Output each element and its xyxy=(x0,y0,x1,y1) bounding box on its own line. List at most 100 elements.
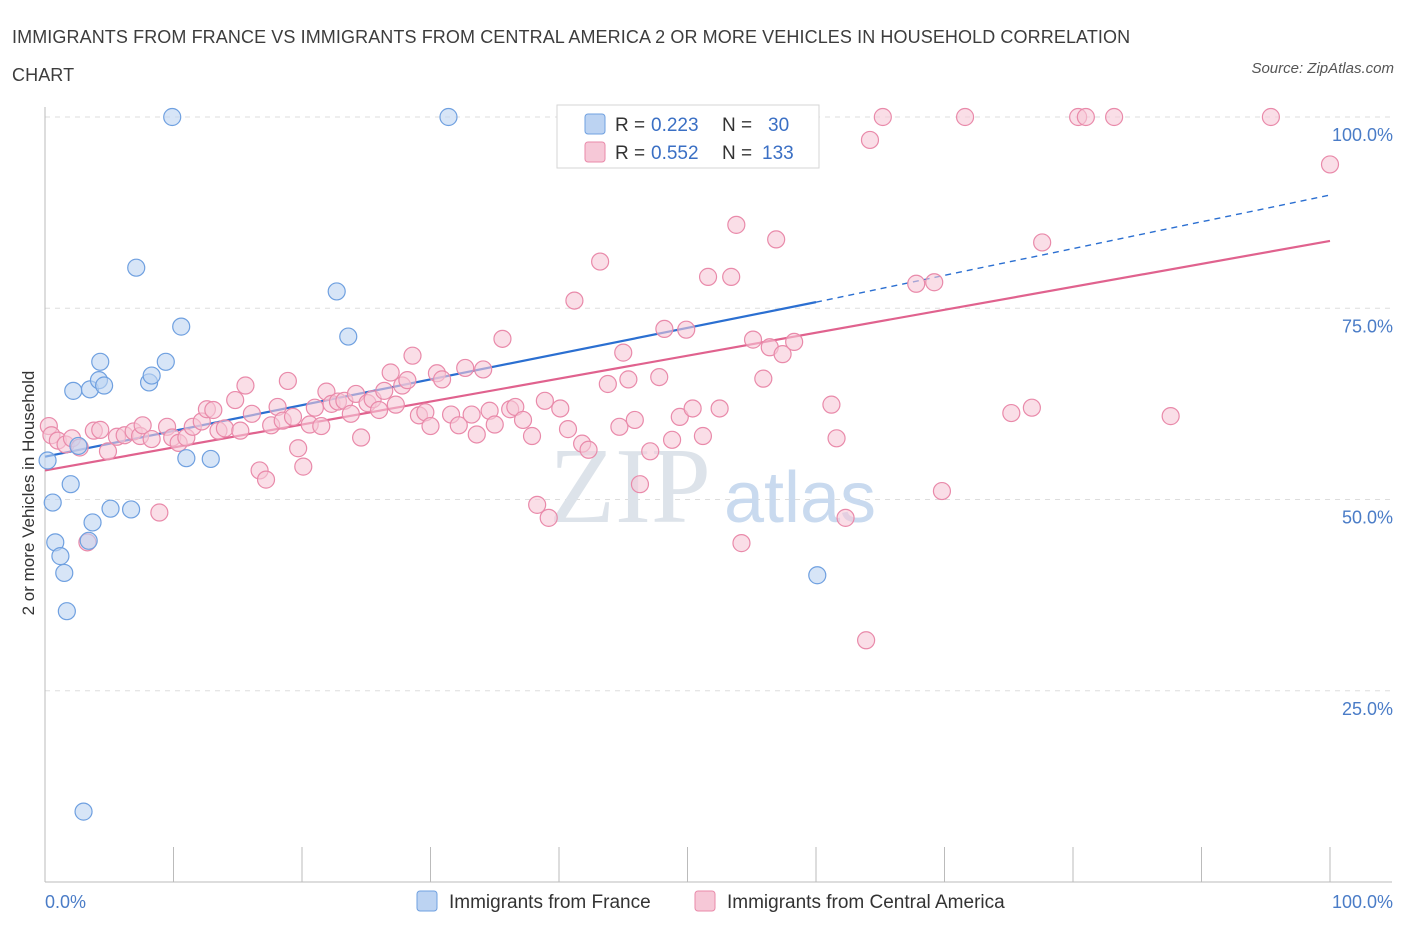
central-america-point xyxy=(294,457,313,476)
legend-swatch-central xyxy=(584,141,606,163)
central-america-point xyxy=(1105,107,1124,127)
legend-r-value-france: 0.223 xyxy=(651,115,699,136)
central-america-point xyxy=(150,503,169,522)
central-america-point xyxy=(732,534,751,553)
x-tick-label-min: 0.0% xyxy=(45,892,86,912)
central-america-point xyxy=(630,475,650,494)
central-america-point xyxy=(449,416,468,435)
central-america-point xyxy=(513,410,533,430)
central-america-point xyxy=(698,267,718,286)
france-point xyxy=(339,327,358,346)
central-america-point xyxy=(710,399,729,418)
central-america-point xyxy=(278,371,297,391)
central-america-point xyxy=(204,400,223,420)
france-point xyxy=(163,107,182,127)
central-america-point xyxy=(352,428,371,447)
central-america-point xyxy=(683,399,702,418)
central-america-point xyxy=(289,439,308,458)
central-america-point xyxy=(873,107,892,127)
bottom-legend-swatch-france xyxy=(416,890,438,912)
france-point xyxy=(43,493,62,512)
central-america-point xyxy=(857,631,876,650)
legend-n-label-france: N = xyxy=(722,115,752,136)
france-point xyxy=(808,566,827,585)
central-america-point xyxy=(421,416,440,436)
central-america-point xyxy=(242,404,261,423)
france-point xyxy=(201,449,220,469)
central-america-point xyxy=(767,230,786,249)
stats-legend: R = 0.223 N = 30 R = 0.552 N = 133 xyxy=(556,104,820,169)
central-america-point xyxy=(591,252,610,271)
central-america-point xyxy=(231,421,250,440)
central-america-point xyxy=(827,429,846,448)
central-america-point xyxy=(375,381,394,400)
central-america-point xyxy=(670,407,689,426)
central-america-point xyxy=(539,508,558,527)
central-america-point xyxy=(98,442,118,461)
france-point xyxy=(127,258,146,277)
central-america-point xyxy=(386,395,405,414)
central-america-point xyxy=(1161,407,1180,426)
central-america-point xyxy=(467,425,486,444)
france-point xyxy=(74,802,93,821)
central-america-point xyxy=(551,399,570,418)
central-america-point xyxy=(341,404,360,423)
central-america-point xyxy=(693,426,713,446)
central-america-point xyxy=(256,470,276,489)
central-america-point xyxy=(535,391,554,410)
legend-n-value-central: 133 xyxy=(762,143,794,164)
central-america-point xyxy=(1002,403,1021,423)
france-point xyxy=(69,436,88,456)
central-america-point xyxy=(625,410,644,430)
france-point xyxy=(121,500,141,519)
central-america-point xyxy=(91,420,110,439)
central-america-point xyxy=(398,371,417,390)
central-america-point xyxy=(283,407,303,426)
france-point xyxy=(142,366,161,385)
central-america-point xyxy=(528,495,547,514)
y-tick-label: 100.0% xyxy=(1332,125,1393,145)
central-america-point xyxy=(822,395,841,414)
legend-swatch-france xyxy=(584,113,606,135)
central-america-point xyxy=(677,320,696,339)
central-america-point xyxy=(610,417,629,436)
central-america-point xyxy=(1076,107,1095,127)
central-america-point xyxy=(305,398,324,417)
france-point xyxy=(91,352,110,371)
central-america-point xyxy=(485,415,504,434)
france-point xyxy=(156,352,175,371)
central-america-point xyxy=(614,343,633,362)
central-america-point xyxy=(598,374,617,394)
france-point xyxy=(64,381,83,400)
legend-r-label-france: R = xyxy=(615,115,645,136)
bottom-legend: Immigrants from France Immigrants from C… xyxy=(416,890,1005,913)
central-america-point xyxy=(925,273,944,292)
central-america-point xyxy=(722,267,741,286)
central-america-point xyxy=(1033,233,1052,252)
source-label: Source: ZipAtlas.com xyxy=(1251,60,1394,77)
central-america-trend-line xyxy=(44,239,1331,472)
central-america-point xyxy=(1261,107,1280,127)
france-point xyxy=(83,513,102,532)
legend-n-value-france: 30 xyxy=(768,115,789,136)
france-point xyxy=(327,282,346,301)
x-tick-label-max: 100.0% xyxy=(1332,892,1393,912)
central-america-point xyxy=(773,345,792,364)
central-america-point xyxy=(860,130,880,150)
central-america-point xyxy=(370,400,389,420)
france-point xyxy=(51,547,70,566)
france-point xyxy=(439,107,458,127)
central-america-point xyxy=(579,440,598,459)
france-point xyxy=(95,376,114,395)
central-america-point xyxy=(907,274,926,293)
watermark: ZIP atlas xyxy=(549,427,876,546)
central-america-point xyxy=(462,405,481,424)
france-point xyxy=(57,602,76,621)
central-america-point xyxy=(743,330,763,349)
central-america-point xyxy=(619,370,638,389)
central-america-point xyxy=(381,363,400,382)
central-america-point xyxy=(493,329,512,348)
central-america-point xyxy=(641,442,660,461)
bottom-legend-label-france: Immigrants from France xyxy=(449,892,651,913)
central-america-point xyxy=(226,390,245,410)
